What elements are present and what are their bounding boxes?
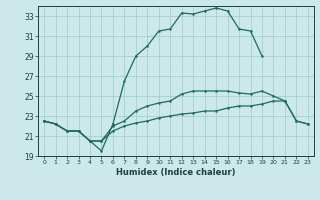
X-axis label: Humidex (Indice chaleur): Humidex (Indice chaleur) xyxy=(116,168,236,177)
